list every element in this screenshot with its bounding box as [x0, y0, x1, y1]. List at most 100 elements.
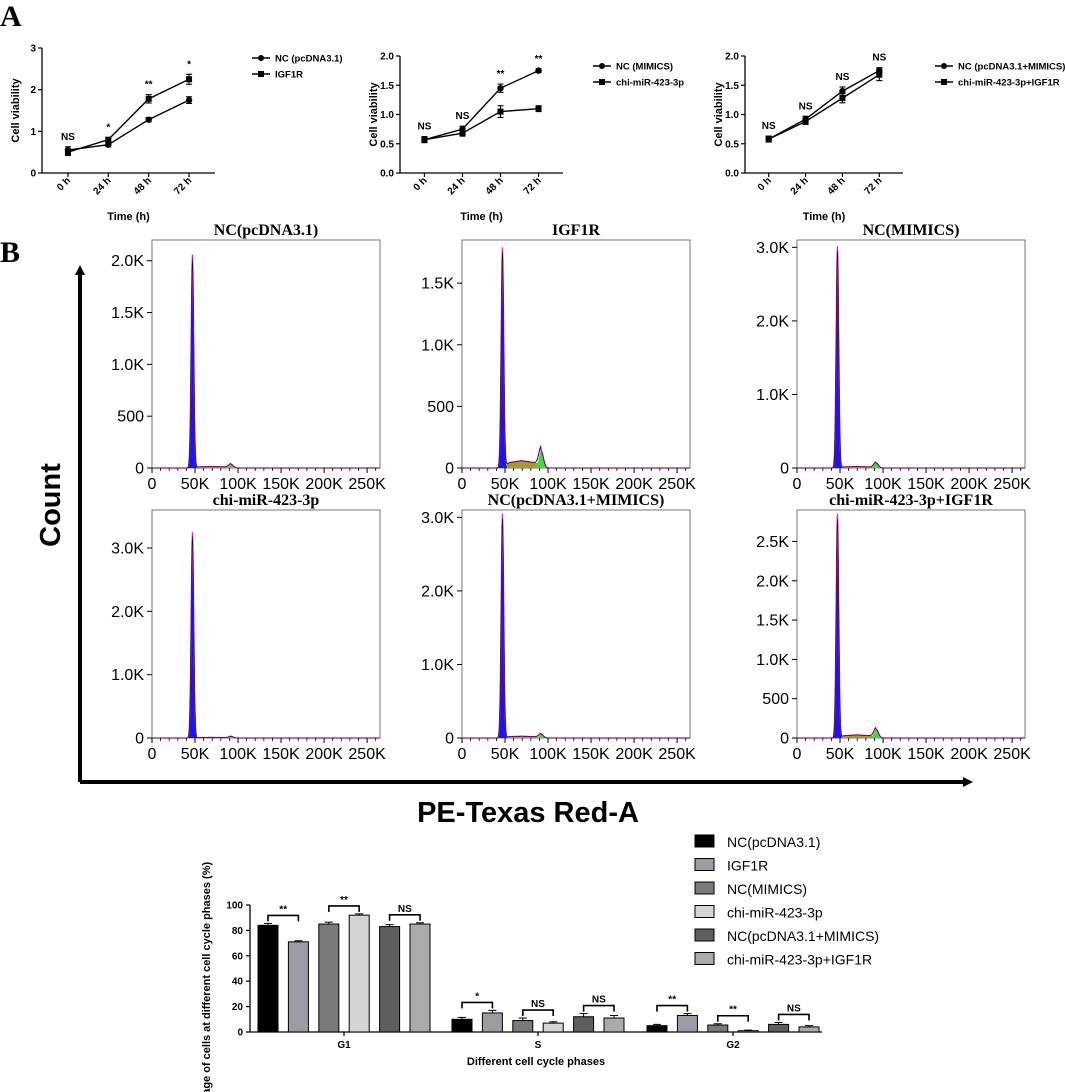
legend-label: NC (pcDNA3.1+MIMICS) — [958, 62, 1065, 73]
line-chart-1: 0 1 2 3 0 h 24 h 48 h 72 h Time (h) Cell viabilit… — [10, 44, 343, 224]
y-tick-label: 1.5 — [725, 81, 739, 92]
y-tick-label: 1.0K — [111, 667, 144, 684]
data-point — [105, 136, 112, 143]
x-tick-label: 50K — [826, 476, 855, 493]
y-axis-title: Cell viability — [713, 82, 725, 147]
flow-x-title: PE-Texas Red-A — [417, 797, 639, 829]
x-tick-label: 150K — [572, 746, 610, 763]
histogram-title: NC(MIMICS) — [863, 222, 960, 239]
x-tick-label: 0 — [458, 476, 467, 493]
y-tick-label: 1 — [30, 127, 36, 138]
legend-swatch — [694, 858, 715, 871]
x-tick-label: 0 — [793, 476, 802, 493]
significance-label: ** — [145, 80, 153, 91]
y-tick-label: 0 — [445, 461, 454, 478]
significance-label: NS — [872, 53, 886, 64]
y-tick-label: 2.0 — [380, 52, 394, 63]
histogram-outline — [462, 251, 690, 469]
bar-s-1 — [451, 1018, 473, 1033]
y-tick-label: 0 — [135, 731, 144, 748]
y-axis-title: Percentage of cells at different cell cy… — [201, 862, 213, 1092]
x-tick-label: 0 h — [756, 175, 774, 193]
y-tick-label: 1.0K — [756, 387, 789, 404]
g1-peak-area — [829, 513, 846, 738]
histogram-title: NC(pcDNA3.1) — [214, 222, 318, 239]
legend-marker — [941, 63, 947, 69]
significance-bracket — [777, 1013, 810, 1021]
legend-swatch — [694, 928, 715, 942]
y-tick-label: 2.5K — [756, 534, 789, 551]
histogram-outline — [152, 536, 380, 739]
y-tick-label: 0.5 — [725, 139, 739, 150]
significance-label: NS — [787, 1003, 801, 1014]
x-tick-label: 0 — [458, 746, 467, 763]
x-tick-label: 150K — [262, 476, 300, 493]
significance-bracket — [328, 905, 360, 912]
x-tick-label: 100K — [219, 476, 257, 493]
y-tick-label: 0.0 — [380, 169, 394, 180]
data-point — [802, 118, 809, 125]
x-tick-label: 100K — [529, 476, 567, 493]
legend-label: chi-miR-423-3p+IGF1R — [727, 952, 872, 968]
y-tick-label: 3 — [30, 44, 36, 55]
data-point — [421, 136, 428, 143]
bar-g2-5 — [768, 1023, 790, 1033]
bar-g1-6 — [409, 923, 431, 1033]
legend-label: NC(pcDNA3.1) — [727, 834, 820, 850]
y-tick-label: 2.0K — [756, 313, 789, 330]
x-tick-label: 0 h — [55, 175, 73, 193]
x-tick-label: 200K — [305, 746, 343, 763]
series-line-2 — [67, 78, 190, 153]
x-tick-label: 200K — [950, 746, 988, 763]
y-tick-label: 500 — [117, 409, 144, 426]
y-tick-label: 2.0K — [421, 583, 454, 600]
y-axis-title: Cell viability — [368, 82, 380, 147]
y-tick-label: 0 — [237, 1028, 243, 1039]
line-chart-2: 0.0 0.5 1.0 1.5 2.0 0 h 24 h 48 h 72 h Time (h) Ce… — [368, 52, 684, 224]
significance-label: * — [187, 59, 191, 70]
bar-g1-3 — [318, 923, 340, 1033]
x-tick-label: 200K — [615, 746, 653, 763]
plot-frame — [461, 239, 691, 469]
significance-label: NS — [592, 995, 606, 1006]
x-tick-label: 150K — [572, 476, 610, 493]
x-tick-label: 0 — [148, 746, 157, 763]
data-point — [839, 95, 846, 102]
data-point — [145, 95, 152, 102]
x-tick-label: 0 — [148, 476, 157, 493]
histogram-outline — [152, 258, 380, 469]
histogram-outline — [797, 250, 1025, 469]
y-tick-label: 1.5K — [756, 613, 789, 630]
significance-label: NS — [799, 101, 813, 112]
y-tick-label: 0 — [780, 461, 789, 478]
significance-label: NS — [835, 72, 849, 83]
legend-swatch — [694, 952, 715, 965]
bar-g1-1 — [257, 924, 279, 1033]
g1-peak-area — [494, 513, 511, 738]
y-tick-label: 80 — [232, 926, 244, 937]
significance-label: NS — [456, 111, 470, 122]
g2-peak-area — [530, 450, 553, 468]
data-point — [876, 71, 883, 78]
cell-viability-line-charts: 0 1 2 3 0 h 24 h 48 h 72 h Time (h) Cell viabilit… — [10, 44, 1065, 224]
legend-marker — [599, 79, 605, 85]
y-tick-label: 1.5K — [421, 276, 454, 293]
data-point — [839, 87, 846, 95]
bar-g2-3 — [707, 1024, 729, 1033]
x-tick-label: 72 h — [862, 175, 884, 197]
y-tick-label: 0.0 — [725, 169, 739, 180]
flow-y-title: Count — [35, 463, 67, 547]
x-tick-label: 150K — [907, 476, 945, 493]
g1-peak-area — [184, 532, 201, 738]
data-point — [459, 130, 466, 137]
bar-g2-6 — [798, 1026, 820, 1033]
y-tick-label: 0 — [135, 461, 144, 478]
x-tick-label: 50K — [181, 746, 210, 763]
g1-peak-area — [184, 254, 201, 468]
data-point — [535, 67, 542, 74]
y-tick-label: 1.0K — [756, 652, 789, 669]
legend-marker — [599, 63, 605, 69]
bar-g1-5 — [379, 926, 401, 1033]
